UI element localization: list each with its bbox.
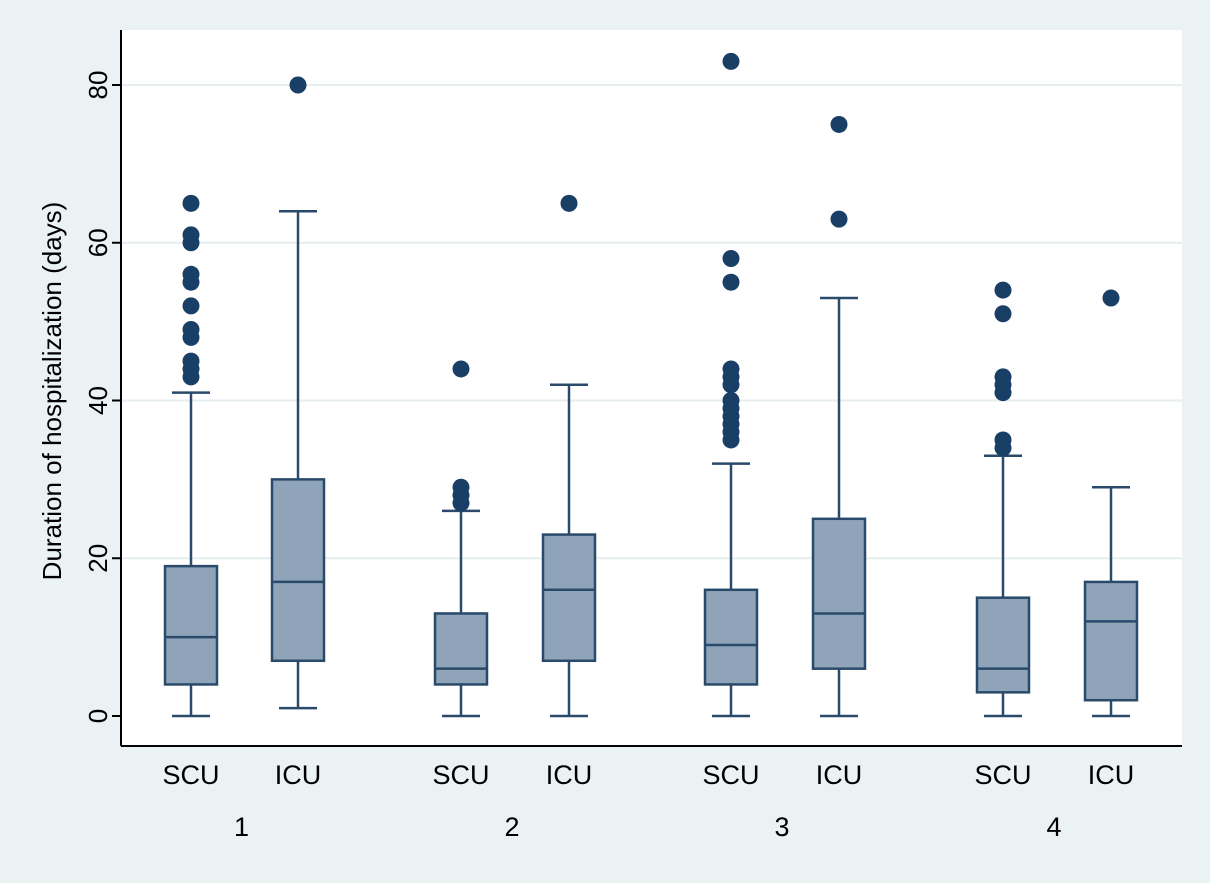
outlier-point <box>182 352 200 370</box>
outlier-point <box>1102 289 1120 307</box>
iqr-box <box>1083 580 1139 702</box>
x-group-label: 2 <box>504 812 519 842</box>
outlier-point <box>722 392 740 409</box>
box-1-scu <box>163 194 219 718</box>
x-category-label: SCU <box>432 760 489 790</box>
outlier-point <box>182 194 200 212</box>
iqr-box <box>811 517 867 670</box>
box-2-icu <box>541 194 597 718</box>
x-category-label: ICU <box>1088 760 1135 790</box>
outlier-point <box>289 76 307 94</box>
outlier-point <box>182 265 200 283</box>
outlier-point <box>452 360 470 378</box>
box-1-icu <box>270 76 326 710</box>
box-4-icu <box>1083 289 1139 718</box>
outlier-point <box>182 226 200 244</box>
outlier-point <box>182 297 200 315</box>
y-axis-label: Duration of hospitalization (days) <box>37 202 67 581</box>
group-1 <box>163 76 326 718</box>
outlier-point <box>722 360 740 378</box>
box-2-scu <box>433 360 489 718</box>
outlier-point <box>182 321 200 339</box>
y-tick-label: 80 <box>83 71 113 100</box>
outlier-point <box>994 368 1012 386</box>
group-2 <box>433 194 597 718</box>
box-3-scu <box>703 52 759 718</box>
group-4 <box>975 281 1139 718</box>
outlier-point <box>560 194 578 212</box>
box-4-scu <box>975 281 1031 718</box>
outlier-point <box>452 478 470 496</box>
outlier-point <box>722 52 740 70</box>
y-tick-label: 0 <box>83 709 113 723</box>
iqr-box <box>975 596 1031 694</box>
outlier-point <box>830 210 848 228</box>
outlier-point <box>994 305 1012 323</box>
outlier-point <box>722 273 740 291</box>
outlier-point <box>830 115 848 133</box>
x-category-label: SCU <box>702 760 759 790</box>
x-category-label: SCU <box>974 760 1031 790</box>
outlier-point <box>722 250 740 268</box>
y-tick-label: 20 <box>83 544 113 573</box>
boxes-layer <box>163 52 1139 718</box>
outlier-point <box>994 281 1012 299</box>
y-tick-label: 60 <box>83 228 113 257</box>
x-group-label: 3 <box>774 812 789 842</box>
group-3 <box>703 52 867 718</box>
x-group-label: 1 <box>234 812 249 842</box>
x-group-label: 4 <box>1046 812 1061 842</box>
x-category-label: ICU <box>275 760 322 790</box>
iqr-box <box>703 588 759 686</box>
box-3-icu <box>811 115 867 718</box>
iqr-box <box>270 478 326 663</box>
iqr-box <box>541 533 597 663</box>
x-category-label: ICU <box>816 760 863 790</box>
y-tick-label: 40 <box>83 386 113 415</box>
axes: 0 20 40 60 80 SCU ICU 1 SCU ICU 2 SCU ICU 3 SCU ICU 4 <box>83 30 1182 842</box>
outlier-point <box>994 431 1012 449</box>
x-category-label: SCU <box>162 760 219 790</box>
x-category-label: ICU <box>546 760 593 790</box>
iqr-box <box>163 564 219 686</box>
iqr-box <box>433 612 489 686</box>
